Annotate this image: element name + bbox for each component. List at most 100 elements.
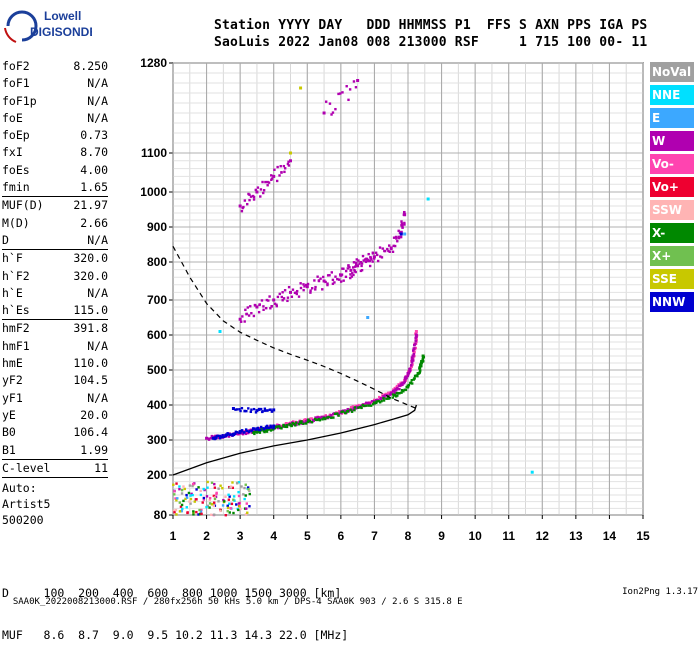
echo-speckle bbox=[418, 364, 422, 367]
echo-speckle bbox=[271, 428, 275, 431]
echo-speckle bbox=[353, 408, 356, 412]
echo-speckle bbox=[353, 268, 356, 272]
echo-speckle bbox=[278, 425, 281, 428]
param-name: h`F bbox=[2, 251, 23, 266]
echo-speckle bbox=[416, 375, 419, 378]
param-row: foF1 N/A bbox=[2, 75, 108, 92]
echo-speckle bbox=[396, 386, 399, 390]
echo-speckle bbox=[228, 433, 232, 437]
echo-speckle bbox=[266, 184, 269, 187]
param-name: fmin bbox=[2, 180, 30, 195]
echo-speckle bbox=[395, 391, 399, 395]
echo-speckle bbox=[362, 259, 365, 262]
echo-speckle bbox=[243, 199, 247, 202]
x-tick-label: 12 bbox=[536, 529, 550, 543]
echo-speckle bbox=[250, 312, 253, 315]
echo-speckle bbox=[367, 252, 370, 256]
echo-speckle bbox=[316, 418, 319, 422]
echo-speckle bbox=[332, 416, 335, 419]
echo-speckle bbox=[375, 400, 378, 403]
es-echo bbox=[174, 508, 178, 512]
echo-speckle bbox=[371, 251, 375, 254]
echo-speckle bbox=[308, 420, 312, 424]
echo-speckle bbox=[260, 299, 264, 302]
y-tick-label: 1100 bbox=[141, 146, 167, 160]
echo-speckle bbox=[287, 160, 290, 163]
echo-speckle bbox=[377, 399, 380, 403]
echo-speckle bbox=[381, 247, 384, 250]
echo-speckle bbox=[283, 170, 286, 174]
es-echo bbox=[173, 511, 176, 514]
echo-speckle bbox=[249, 305, 252, 308]
echo-speckle bbox=[276, 295, 280, 299]
echo-speckle bbox=[256, 426, 260, 430]
echo-speckle bbox=[258, 427, 261, 430]
echo-speckle bbox=[264, 429, 267, 433]
echo-speckle bbox=[312, 419, 316, 422]
echo-point bbox=[255, 305, 259, 309]
echo-speckle bbox=[234, 408, 237, 411]
param-value: 1.65 bbox=[80, 180, 108, 195]
echo-speckle bbox=[359, 404, 363, 407]
echo-point bbox=[289, 290, 292, 294]
param-value: 0.73 bbox=[80, 128, 108, 143]
param-name: foE bbox=[2, 110, 23, 125]
es-echo bbox=[224, 513, 228, 517]
es-echo bbox=[231, 486, 234, 490]
echo-point bbox=[372, 255, 376, 259]
echo-speckle bbox=[352, 80, 356, 83]
header-line-1: Station YYYY DAY DDD HHMMSS P1 FFS S AXN… bbox=[214, 18, 648, 33]
echo-speckle bbox=[262, 188, 266, 192]
echo-speckle bbox=[410, 360, 414, 363]
echo-speckle bbox=[221, 434, 224, 437]
echo-speckle bbox=[240, 209, 244, 213]
echo-speckle bbox=[253, 432, 256, 436]
echo-speckle bbox=[351, 272, 354, 275]
echo-speckle bbox=[258, 431, 262, 434]
echo-speckle bbox=[273, 168, 276, 171]
es-echo bbox=[248, 505, 251, 508]
echo-speckle bbox=[299, 282, 302, 285]
echo-speckle bbox=[365, 404, 368, 407]
echo-speckle bbox=[314, 416, 317, 419]
es-echo bbox=[245, 507, 248, 510]
echo-speckle bbox=[246, 431, 250, 434]
es-echo bbox=[202, 498, 206, 501]
echo-speckle bbox=[410, 382, 414, 385]
echo-speckle bbox=[267, 428, 271, 431]
echo-speckle bbox=[286, 299, 289, 303]
echo-speckle bbox=[275, 179, 279, 183]
echo-speckle bbox=[235, 431, 239, 434]
es-echo bbox=[180, 503, 184, 507]
es-echo bbox=[189, 497, 193, 501]
echo-point bbox=[403, 232, 407, 236]
echo-speckle bbox=[413, 377, 416, 380]
echo-speckle bbox=[248, 193, 251, 196]
echo-speckle bbox=[304, 418, 307, 421]
es-echo bbox=[221, 504, 225, 507]
param-value: N/A bbox=[87, 285, 108, 300]
param-row: hmF2 391.8 bbox=[2, 320, 108, 337]
echo-speckle bbox=[278, 174, 281, 177]
echo-speckle bbox=[360, 262, 364, 265]
echo-speckle bbox=[360, 406, 363, 410]
es-echo bbox=[172, 509, 176, 512]
legend-item: E bbox=[650, 108, 694, 128]
y-tick-label: 800 bbox=[147, 255, 167, 269]
echo-speckle bbox=[269, 426, 273, 429]
echo-speckle bbox=[265, 306, 268, 310]
echo-point bbox=[272, 174, 276, 178]
echo-speckle bbox=[334, 412, 337, 416]
param-name: hmF1 bbox=[2, 338, 30, 353]
es-echo bbox=[173, 493, 176, 496]
echo-point bbox=[414, 330, 418, 333]
param-row: yE 20.0 bbox=[2, 407, 108, 424]
echo-speckle bbox=[360, 269, 364, 272]
echo-speckle bbox=[361, 403, 364, 407]
echo-speckle bbox=[280, 427, 283, 430]
echo-speckle bbox=[339, 280, 343, 283]
echo-speckle bbox=[400, 220, 403, 223]
echo-speckle bbox=[403, 221, 406, 225]
echo-speckle bbox=[390, 247, 393, 251]
chart-grid bbox=[169, 62, 644, 519]
